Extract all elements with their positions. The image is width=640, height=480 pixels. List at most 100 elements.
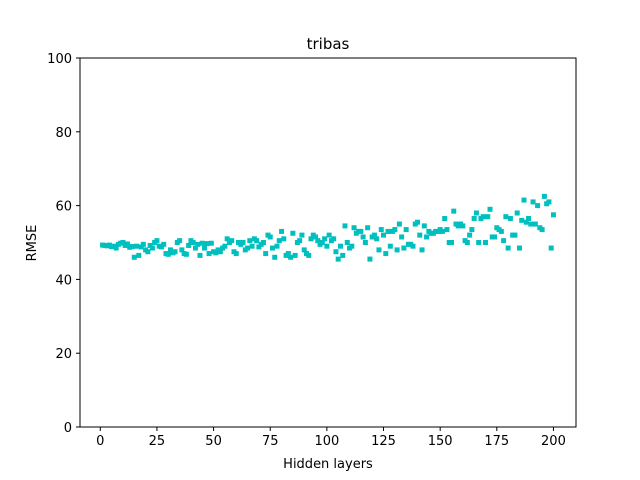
- x-axis-label: Hidden layers: [283, 457, 373, 472]
- point: [487, 206, 493, 212]
- point: [229, 238, 235, 244]
- point: [340, 252, 346, 258]
- point: [403, 227, 409, 233]
- point: [197, 252, 203, 258]
- point: [204, 241, 210, 247]
- point: [351, 225, 357, 231]
- point: [546, 199, 552, 205]
- chart-title: tribas: [307, 35, 350, 53]
- point: [285, 251, 291, 257]
- point: [297, 238, 303, 244]
- point: [396, 221, 402, 227]
- point: [192, 245, 198, 251]
- y-tick-label: 60: [55, 200, 72, 215]
- point: [263, 251, 269, 257]
- point: [313, 234, 319, 240]
- point: [526, 216, 532, 222]
- point: [168, 247, 174, 253]
- point: [331, 236, 337, 242]
- point: [516, 245, 522, 251]
- point: [179, 247, 185, 253]
- y-tick-label: 100: [47, 52, 72, 67]
- point: [394, 247, 400, 253]
- point: [358, 228, 364, 234]
- point: [349, 243, 355, 249]
- y-tick-label: 80: [55, 126, 72, 141]
- point: [365, 225, 371, 231]
- point: [224, 236, 230, 242]
- point: [421, 223, 427, 229]
- point: [376, 247, 382, 253]
- point: [172, 249, 178, 255]
- point: [410, 243, 416, 249]
- point: [315, 238, 321, 244]
- point: [158, 244, 164, 250]
- point: [290, 230, 296, 236]
- point: [342, 223, 348, 229]
- point: [222, 243, 228, 249]
- x-tick-label: 125: [371, 434, 396, 449]
- point: [548, 245, 554, 251]
- y-tick-label: 20: [55, 347, 72, 362]
- point: [308, 236, 314, 242]
- point: [528, 221, 534, 227]
- point: [498, 228, 504, 234]
- point: [442, 216, 448, 222]
- point: [476, 240, 482, 245]
- point: [124, 241, 130, 247]
- point: [505, 245, 511, 251]
- point: [247, 238, 253, 244]
- point: [136, 252, 142, 258]
- point: [134, 243, 140, 249]
- point: [177, 238, 183, 244]
- point: [233, 251, 239, 257]
- point: [371, 232, 377, 238]
- point: [213, 250, 219, 256]
- point: [460, 223, 466, 229]
- point: [319, 240, 325, 245]
- point: [471, 216, 477, 222]
- point: [541, 193, 547, 199]
- point: [550, 212, 556, 218]
- point: [492, 234, 498, 240]
- point: [322, 236, 328, 242]
- point: [149, 245, 155, 251]
- point: [326, 232, 332, 238]
- point: [519, 217, 525, 223]
- point: [299, 232, 305, 238]
- point: [245, 245, 251, 251]
- point: [131, 254, 137, 260]
- x-tick-label: 175: [484, 434, 509, 449]
- x-tick-label: 50: [205, 434, 222, 449]
- y-axis-label: RMSE: [25, 225, 40, 262]
- point: [401, 245, 407, 251]
- point: [381, 232, 387, 238]
- point: [195, 241, 201, 247]
- point: [439, 228, 445, 234]
- point: [424, 234, 430, 240]
- point: [301, 247, 307, 253]
- point: [485, 214, 491, 220]
- point: [503, 214, 509, 220]
- point: [383, 251, 389, 257]
- plot-area: [100, 193, 556, 262]
- point: [256, 244, 262, 250]
- point: [260, 240, 266, 245]
- point: [324, 243, 330, 249]
- point: [419, 247, 425, 253]
- x-tick-label: 200: [541, 434, 566, 449]
- y-tick-label: 40: [55, 273, 72, 288]
- point: [415, 219, 421, 225]
- point: [344, 240, 350, 245]
- point: [362, 240, 368, 245]
- point: [274, 243, 280, 249]
- point: [535, 203, 541, 209]
- x-tick-label: 150: [428, 434, 453, 449]
- point: [385, 228, 391, 234]
- point: [532, 221, 538, 227]
- point: [147, 242, 153, 248]
- point: [451, 208, 457, 214]
- point: [464, 240, 470, 245]
- point: [279, 228, 285, 234]
- point: [387, 243, 393, 249]
